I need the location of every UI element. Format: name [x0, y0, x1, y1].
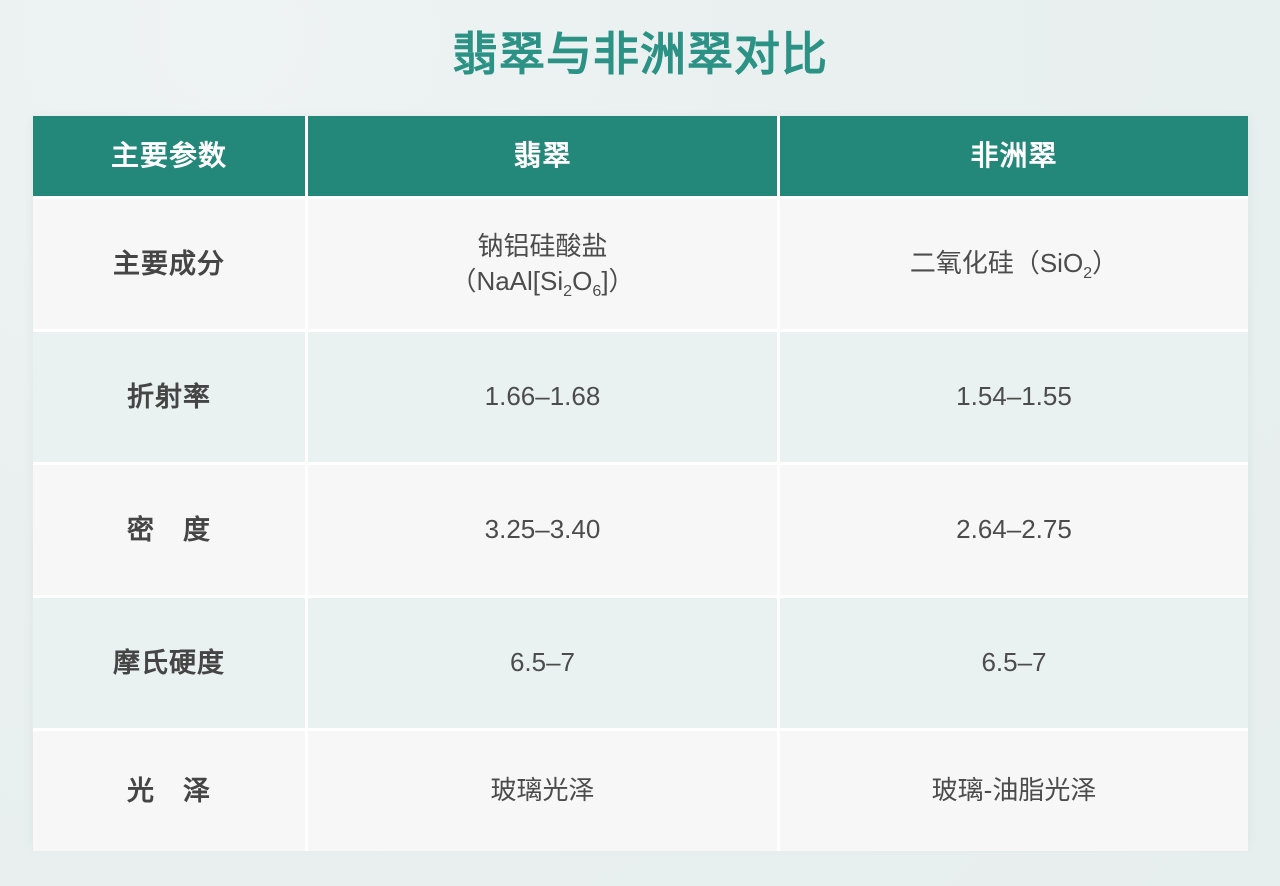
row-divider	[33, 462, 1248, 465]
table-row: 光 泽 玻璃光泽 玻璃-油脂光泽	[33, 731, 1248, 851]
column-divider	[777, 465, 780, 595]
table-row: 主要成分 钠铝硅酸盐 （NaAl[Si2O6]） 二氧化硅（SiO2）	[33, 199, 1248, 329]
cell-jadeite-luster: 玻璃光泽	[308, 731, 777, 851]
cell-jadeite-density: 3.25–3.40	[308, 465, 777, 595]
row-label-composition: 主要成分	[33, 199, 305, 329]
formula-subscript: 6	[592, 282, 602, 301]
column-header-african-jade: 非洲翠	[780, 116, 1248, 196]
column-divider	[777, 332, 780, 462]
column-divider	[305, 199, 308, 329]
column-divider	[305, 598, 308, 728]
formula-part: 二氧化硅（SiO	[909, 248, 1084, 279]
formula-part: ]）	[601, 266, 635, 296]
row-label-refractive-index: 折射率	[33, 332, 305, 462]
formula-part: O	[572, 266, 593, 296]
row-divider	[33, 595, 1248, 598]
table-row: 摩氏硬度 6.5–7 6.5–7	[33, 598, 1248, 728]
page-title: 翡翠与非洲翠对比	[452, 28, 828, 80]
composition-name: 钠铝硅酸盐	[477, 230, 608, 261]
composition-formula: 二氧化硅（SiO2）	[910, 246, 1118, 281]
formula-part: （NaAl[Si	[450, 266, 564, 296]
cell-jadeite-refractive-index: 1.66–1.68	[308, 332, 777, 462]
cell-african-density: 2.64–2.75	[780, 465, 1248, 595]
cell-african-composition: 二氧化硅（SiO2）	[780, 199, 1248, 329]
cell-african-refractive-index: 1.54–1.55	[780, 332, 1248, 462]
formula-part: ）	[1092, 248, 1119, 279]
row-label-density: 密 度	[33, 465, 305, 595]
row-divider	[33, 196, 1248, 199]
page-title-container: 翡翠与非洲翠对比	[0, 0, 1280, 108]
comparison-table: 主要参数 翡翠 非洲翠 主要成分 钠铝硅酸盐 （NaAl[Si2O6]） 二氧化…	[33, 116, 1248, 851]
column-divider	[305, 465, 308, 595]
formula-subscript: 2	[563, 282, 573, 301]
cell-african-mohs-hardness: 6.5–7	[780, 598, 1248, 728]
row-label-mohs-hardness: 摩氏硬度	[33, 598, 305, 728]
table-row: 密 度 3.25–3.40 2.64–2.75	[33, 465, 1248, 595]
cell-jadeite-composition: 钠铝硅酸盐 （NaAl[Si2O6]）	[308, 199, 777, 329]
column-header-parameter: 主要参数	[33, 116, 305, 196]
column-divider	[305, 731, 308, 851]
row-divider	[33, 329, 1248, 332]
column-header-jadeite: 翡翠	[308, 116, 777, 196]
column-divider	[305, 116, 308, 196]
row-label-luster: 光 泽	[33, 731, 305, 851]
composition-formula: （NaAl[Si2O6]）	[450, 264, 634, 299]
table-header-row: 主要参数 翡翠 非洲翠	[33, 116, 1248, 196]
column-divider	[777, 731, 780, 851]
column-divider	[305, 332, 308, 462]
column-divider	[777, 598, 780, 728]
table-row: 折射率 1.66–1.68 1.54–1.55	[33, 332, 1248, 462]
cell-jadeite-mohs-hardness: 6.5–7	[308, 598, 777, 728]
column-divider	[777, 116, 780, 196]
column-divider	[777, 199, 780, 329]
cell-african-luster: 玻璃-油脂光泽	[780, 731, 1248, 851]
row-divider	[33, 728, 1248, 731]
formula-subscript: 2	[1083, 264, 1093, 283]
